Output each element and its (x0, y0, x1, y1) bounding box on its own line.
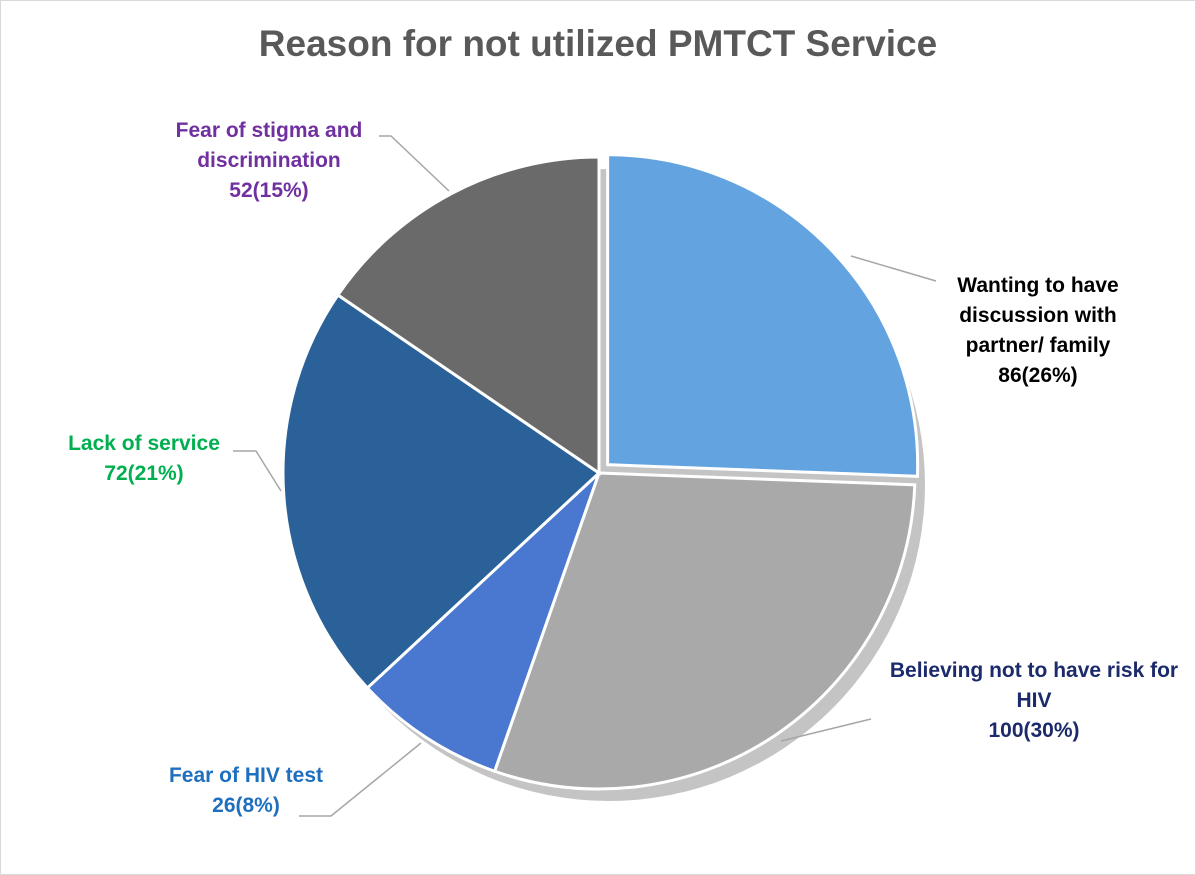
category-label: Wanting to have discussion with partner/… (957, 274, 1119, 357)
value-label: 86(26%) (998, 364, 1078, 387)
category-label: Fear of HIV test (168, 764, 324, 787)
category-label: Believing not to have risk for HIV (889, 659, 1179, 712)
leader-line (299, 742, 422, 817)
pie-slice (365, 471, 601, 774)
pie-slice (606, 153, 920, 478)
data-label: Wanting to have discussion with partner/… (923, 271, 1153, 391)
pie-slice (492, 471, 917, 791)
pie-slice (335, 155, 601, 476)
data-label: Believing not to have risk for HIV 100(30… (879, 656, 1189, 746)
value-label: 52(15%) (229, 179, 309, 202)
value-label: 100(30%) (988, 719, 1080, 742)
leader-line (233, 450, 282, 492)
data-label: Fear of stigma and discrimination 52(15%) (144, 116, 394, 206)
data-label: Fear of HIV test 26(8%) (146, 761, 346, 821)
pie-slice (281, 292, 602, 691)
data-label: Lack of service 72(21%) (44, 429, 244, 489)
value-label: 72(21%) (104, 462, 184, 485)
value-label: 26(8%) (212, 794, 280, 817)
chart-title: Reason for not utilized PMTCT Service (258, 23, 938, 64)
leader-line (780, 718, 872, 742)
category-label: Fear of stigma and discrimination (175, 119, 363, 172)
leader-line (379, 135, 450, 192)
leader-line (850, 255, 937, 282)
category-label: Lack of service (68, 432, 220, 455)
